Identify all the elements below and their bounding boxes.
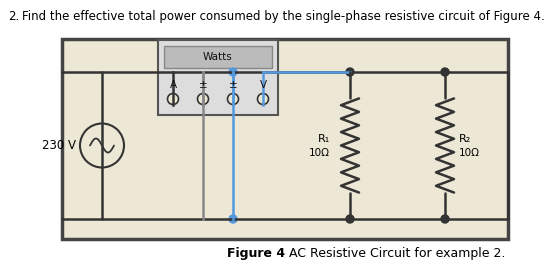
Text: V: V	[259, 80, 267, 90]
Circle shape	[441, 68, 449, 76]
Text: 2.: 2.	[8, 10, 19, 23]
Circle shape	[229, 68, 237, 76]
Text: Figure 4: Figure 4	[227, 246, 285, 260]
Circle shape	[168, 93, 179, 104]
Text: 10Ω: 10Ω	[309, 148, 330, 159]
Text: 10Ω: 10Ω	[459, 148, 480, 159]
Text: AC Resistive Circuit for example 2.: AC Resistive Circuit for example 2.	[285, 246, 505, 260]
Text: ±: ±	[229, 80, 237, 90]
Text: R₂: R₂	[459, 135, 471, 144]
Circle shape	[227, 93, 238, 104]
Circle shape	[229, 215, 237, 223]
Bar	[62, 39, 508, 239]
Circle shape	[258, 93, 269, 104]
Text: 230 V: 230 V	[42, 139, 76, 152]
Bar	[158, 40, 278, 115]
Circle shape	[346, 68, 354, 76]
Text: ±: ±	[199, 80, 207, 90]
Text: Find the effective total power consumed by the single-phase resistive circuit of: Find the effective total power consumed …	[22, 10, 545, 23]
Text: A: A	[169, 80, 176, 90]
Text: Watts: Watts	[203, 52, 233, 62]
Circle shape	[80, 124, 124, 167]
Circle shape	[441, 215, 449, 223]
Circle shape	[346, 215, 354, 223]
Text: R₁: R₁	[318, 135, 330, 144]
Bar	[164, 46, 272, 68]
Circle shape	[197, 93, 208, 104]
